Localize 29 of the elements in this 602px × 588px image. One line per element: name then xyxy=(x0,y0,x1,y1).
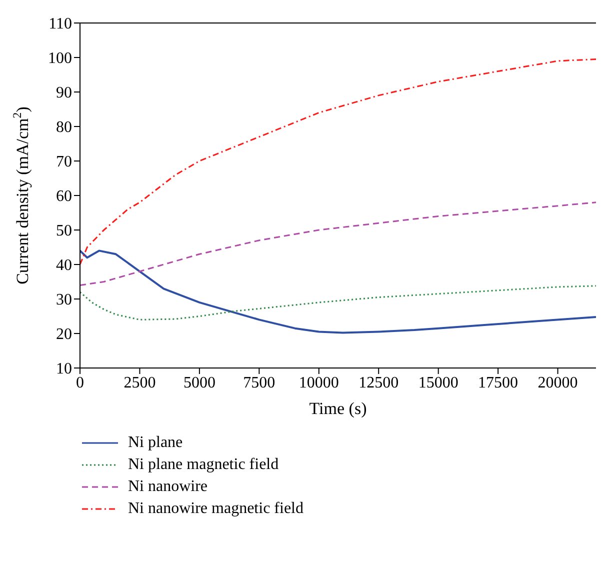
legend-label: Ni plane xyxy=(128,433,183,453)
y-tick-label: 100 xyxy=(48,50,72,68)
y-tick-label: 10 xyxy=(56,360,72,378)
x-tick-label: 17500 xyxy=(478,374,518,392)
y-tick-label: 80 xyxy=(56,119,72,136)
line-series xyxy=(80,250,596,334)
y-tick-label: 60 xyxy=(56,188,72,206)
y-tick-label: 40 xyxy=(56,257,72,274)
y-tick-label: 30 xyxy=(56,292,72,309)
y-tick-label: 90 xyxy=(56,84,72,102)
x-tick-label: 15000 xyxy=(418,374,458,392)
x-tick-label: 0 xyxy=(76,374,84,392)
y-tick-label: 70 xyxy=(56,154,72,171)
x-tick-label: 5000 xyxy=(183,374,216,392)
legend-label: Ni nanowire magnetic field xyxy=(128,499,304,519)
x-tick-label: 2500 xyxy=(124,374,156,392)
x-tick-label: 7500 xyxy=(243,374,276,392)
legend-label: Ni nanowire xyxy=(128,477,208,497)
x-tick-label: 12500 xyxy=(358,374,399,392)
x-tick-label: 10000 xyxy=(298,374,339,392)
line-series xyxy=(80,58,596,266)
line-series xyxy=(80,285,596,320)
y-tick-label: 20 xyxy=(56,326,72,344)
legend-label: Ni plane magnetic field xyxy=(128,455,279,475)
x-tick-label: 20000 xyxy=(538,374,578,392)
y-tick-label: 50 xyxy=(56,222,72,240)
y-tick-label: 110 xyxy=(48,16,72,33)
x-axis-title: Time (s) xyxy=(309,399,367,418)
line-series xyxy=(80,202,596,286)
